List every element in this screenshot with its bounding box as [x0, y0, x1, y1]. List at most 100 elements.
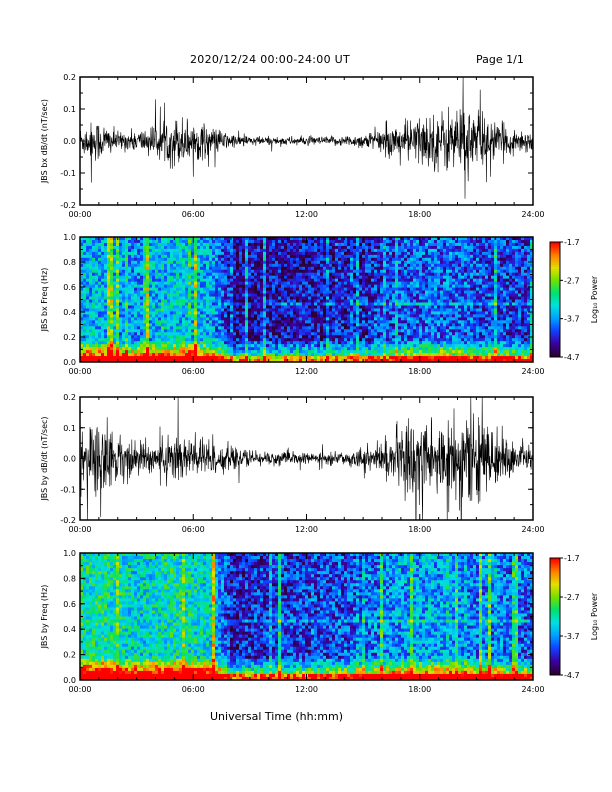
heat-cell [146, 290, 150, 295]
heat-cell [347, 245, 351, 250]
heat-cell [149, 239, 153, 244]
heat-cell [317, 359, 321, 363]
heat-cell [143, 359, 147, 363]
heat-cell [362, 305, 366, 309]
heat-cell [392, 242, 396, 247]
heat-cell [89, 257, 93, 262]
heat-cell [161, 245, 165, 250]
heat-cell [410, 350, 414, 354]
heat-cell [167, 287, 171, 292]
heat-cell [233, 278, 237, 283]
heat-cell [392, 308, 396, 312]
heat-cell [335, 257, 339, 262]
heat-cell [209, 320, 213, 324]
heat-cell [416, 296, 420, 300]
heat-cell [269, 293, 273, 298]
heat-cell [290, 299, 294, 303]
heat-cell [284, 269, 288, 274]
heat-cell [386, 326, 390, 330]
heat-cell [182, 293, 186, 298]
heat-cell [401, 257, 405, 262]
heat-cell [317, 329, 321, 333]
heat-cell [362, 254, 366, 259]
heat-cell [191, 350, 195, 354]
heat-cell [185, 353, 189, 357]
heat-cell [263, 332, 267, 336]
heat-cell [269, 305, 273, 309]
heat-cell [332, 311, 336, 315]
heat-cell [257, 350, 261, 354]
heat-cell [83, 359, 87, 363]
heat-cell [389, 245, 393, 250]
heat-cell [320, 260, 324, 265]
heat-cell [170, 314, 174, 318]
heat-cell [89, 356, 93, 360]
x-tick-label: 06:00 [182, 210, 205, 219]
heat-cell [212, 359, 216, 363]
heat-cell [221, 356, 225, 360]
heat-cell [218, 299, 222, 303]
heat-cell [407, 242, 411, 247]
heat-cell [395, 296, 399, 300]
heat-cell [242, 242, 246, 247]
heat-cell [110, 344, 114, 348]
heat-cell [188, 293, 192, 298]
heat-cell [128, 335, 132, 339]
heat-cell [188, 356, 192, 360]
heat-cell [404, 332, 408, 336]
heat-cell [350, 263, 354, 268]
heat-cell [233, 284, 237, 289]
heat-cell [260, 302, 264, 306]
heat-cell [377, 296, 381, 300]
heat-cell [425, 269, 429, 274]
heat-cell [419, 329, 423, 333]
heat-cell [206, 323, 210, 327]
heat-cell [209, 356, 213, 360]
heat-cell [410, 245, 414, 250]
heat-cell [296, 359, 300, 363]
heat-cell [107, 269, 111, 274]
heat-cell [104, 254, 108, 259]
heat-cell [83, 281, 87, 286]
heat-cell [299, 293, 303, 298]
heat-cell [227, 239, 231, 244]
heat-cell [428, 296, 432, 300]
heat-cell [416, 302, 420, 306]
heat-cell [122, 272, 126, 277]
heat-cell [410, 287, 414, 292]
heat-cell [170, 293, 174, 298]
heat-cell [422, 344, 426, 348]
heat-cell [299, 272, 303, 277]
heat-cell [194, 266, 198, 271]
heat-cell [104, 269, 108, 274]
heat-cell [344, 260, 348, 265]
heat-cell [374, 344, 378, 348]
heat-cell [131, 326, 135, 330]
heat-cell [143, 326, 147, 330]
heat-cell [179, 296, 183, 300]
heat-cell [98, 278, 102, 283]
heat-cell [335, 290, 339, 295]
heat-cell [170, 263, 174, 268]
heat-cell [332, 356, 336, 360]
heat-cell [221, 237, 225, 241]
heat-cell [197, 305, 201, 309]
heat-cell [254, 311, 258, 315]
heat-cell [92, 251, 96, 256]
heat-cell [230, 287, 234, 292]
heat-cell [119, 272, 123, 277]
heat-cell [398, 281, 402, 286]
heat-cell [227, 305, 231, 309]
heat-cell [230, 356, 234, 360]
heat-cell [356, 266, 360, 271]
heat-cell [80, 344, 84, 348]
heat-cell [317, 311, 321, 315]
heat-cell [245, 311, 249, 315]
heat-cell [371, 245, 375, 250]
heat-cell [281, 239, 285, 244]
heat-cell [149, 272, 153, 277]
heat-cell [425, 350, 429, 354]
heat-cell [86, 296, 90, 300]
heat-cell [317, 278, 321, 283]
heat-cell [362, 242, 366, 247]
